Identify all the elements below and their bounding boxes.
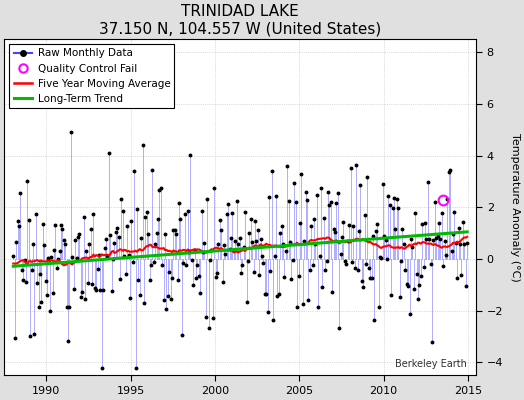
Text: Berkeley Earth: Berkeley Earth [395, 359, 467, 369]
Title: TRINIDAD LAKE
37.150 N, 104.557 W (United States): TRINIDAD LAKE 37.150 N, 104.557 W (Unite… [99, 4, 381, 36]
Y-axis label: Temperature Anomaly (°C): Temperature Anomaly (°C) [510, 133, 520, 282]
Legend: Raw Monthly Data, Quality Control Fail, Five Year Moving Average, Long-Term Tren: Raw Monthly Data, Quality Control Fail, … [9, 44, 174, 108]
